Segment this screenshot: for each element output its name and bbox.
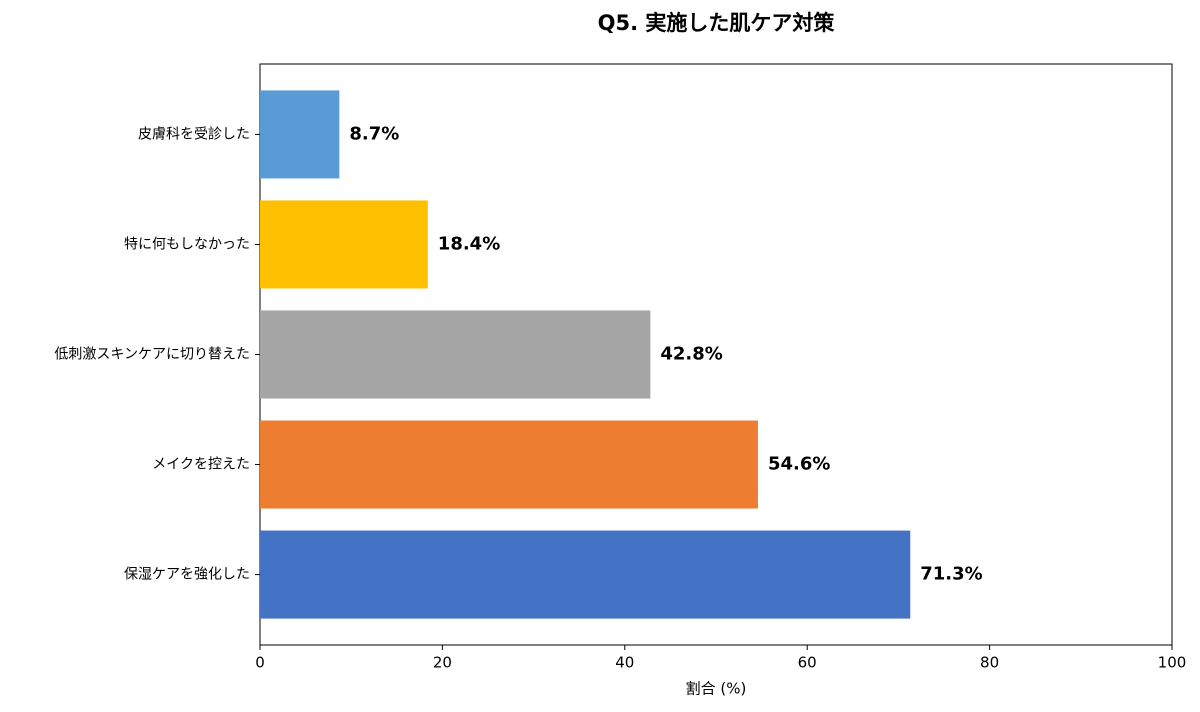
value-label: 54.6% [768, 454, 830, 475]
y-tick-label: 特に何もしなかった [124, 236, 250, 252]
y-tick-label: メイクを控えた [152, 457, 250, 473]
y-tick-label: 保湿ケアを強化した [124, 567, 250, 583]
bar [260, 530, 911, 619]
bar [260, 200, 428, 289]
value-label: 8.7% [349, 123, 399, 144]
x-tick-label: 40 [615, 654, 634, 672]
x-tick-label: 0 [255, 654, 265, 672]
x-tick-label: 80 [980, 654, 999, 672]
x-axis-label: 割合 (%) [686, 680, 747, 698]
y-tick-label: 低刺激スキンケアに切り替えた [54, 346, 250, 363]
value-label: 18.4% [438, 233, 500, 254]
bar [260, 90, 340, 179]
x-tick-label: 100 [1158, 654, 1187, 672]
chart-title: Q5. 実施した肌ケア対策 [598, 11, 836, 35]
x-tick-label: 60 [798, 654, 817, 672]
bar [260, 420, 758, 509]
x-tick-label: 20 [433, 654, 452, 672]
value-label: 42.8% [660, 344, 722, 365]
value-label: 71.3% [920, 564, 982, 585]
bar [260, 310, 651, 399]
y-tick-label: 皮膚科を受診した [138, 126, 250, 142]
